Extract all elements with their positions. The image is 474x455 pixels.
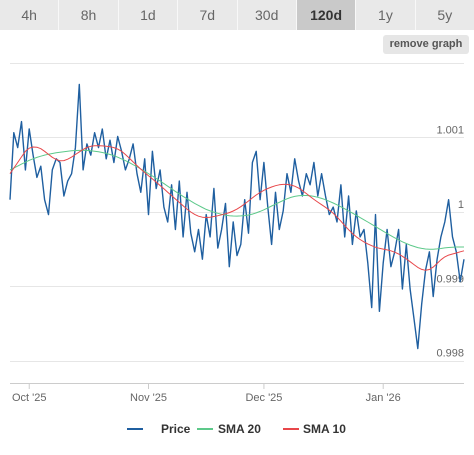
chart-legend: Price SMA 20 SMA 10	[127, 422, 346, 436]
range-tab-5y[interactable]: 5y	[415, 0, 474, 30]
y-tick-label: 1.001	[436, 124, 464, 136]
chart-grid	[10, 63, 464, 362]
range-tab-30d[interactable]: 30d	[237, 0, 297, 30]
legend-item-sma-10[interactable]: SMA 10	[283, 422, 346, 436]
range-tab-1y[interactable]: 1y	[356, 0, 416, 30]
x-tick-label: Dec '25	[245, 392, 282, 404]
chart-series	[9, 83, 465, 350]
series-line-sma-20	[9, 149, 464, 250]
y-tick-label: 0.999	[436, 273, 464, 285]
range-tab-7d[interactable]: 7d	[178, 0, 238, 30]
range-tab-1d[interactable]: 1d	[118, 0, 179, 30]
x-tick-label: Jan '26	[366, 392, 401, 404]
y-axis: 0.998 0.999 1 1.001	[436, 124, 464, 359]
legend-item-price[interactable]: Price	[127, 422, 191, 436]
remove-graph-button[interactable]: remove graph	[383, 35, 469, 54]
x-tick-label: Nov '25	[130, 392, 167, 404]
legend-label: SMA 10	[303, 422, 346, 436]
legend-item-sma-20[interactable]: SMA 20	[197, 422, 261, 436]
range-tab-4h[interactable]: 4h	[0, 0, 60, 30]
series-line-sma-10	[9, 145, 465, 271]
legend-label: Price	[161, 422, 191, 436]
series-line-price	[9, 83, 465, 350]
range-tab-8h[interactable]: 8h	[59, 0, 119, 30]
y-tick-label: 0.998	[436, 348, 464, 360]
x-tick-label: Oct '25	[12, 392, 47, 404]
range-tab-120d[interactable]: 120d	[296, 0, 357, 30]
y-tick-label: 1	[458, 199, 464, 211]
x-axis: Oct '25 Nov '25 Dec '25 Jan '26	[10, 383, 464, 404]
time-range-tabs: 4h 8h 1d 7d 30d 120d 1y 5y	[0, 0, 474, 30]
legend-label: SMA 20	[218, 422, 261, 436]
